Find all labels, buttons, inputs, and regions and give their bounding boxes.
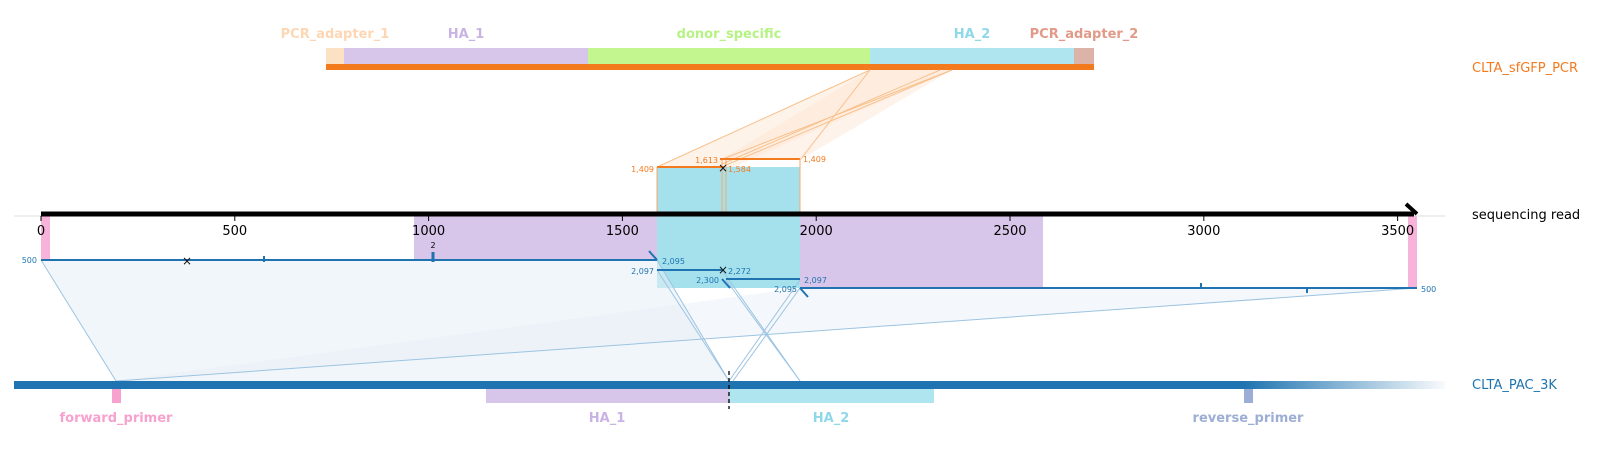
feature-label-reverse-primer: reverse_primer (1193, 411, 1305, 426)
feature-label-pcr-adapter-1: PCR_adapter_1 (281, 27, 390, 42)
bottom-target-fade (1244, 381, 1445, 389)
top-cross-mark: × (718, 161, 728, 175)
label-top-mid-2: 1,584 (728, 165, 751, 174)
axis-tick-label: 1500 (606, 224, 639, 239)
label-top-mid-1: 1,613 (695, 156, 718, 165)
read-name: sequencing read (1472, 208, 1580, 223)
feature-block-ha-2-bottom (729, 389, 934, 403)
feature-label-donor-specific: donor_specific (677, 27, 782, 42)
bottom-target: forward_primer HA_1 HA_2 reverse_primer … (14, 371, 1557, 426)
read-alignments: 2 × × 500 2,095 2,097 2,272 2,300 2,097 … (22, 241, 1436, 298)
label-b-right: 2,272 (728, 267, 751, 276)
axis-tick-label: 0 (37, 224, 45, 239)
feature-block-donor-specific (588, 48, 870, 65)
label-c-left: 2,300 (696, 276, 719, 285)
feature-label-forward-primer: forward_primer (60, 411, 174, 426)
reverse-primer-read-region (1408, 216, 1417, 288)
ha-1-read-region (414, 216, 657, 260)
top-target-name: CLTA_sfGFP_PCR (1472, 61, 1578, 76)
read-arrow (1404, 202, 1419, 216)
feature-block-reverse-primer (1244, 389, 1253, 403)
bottom-target-line (14, 381, 1244, 389)
label-a-end: 2,095 (662, 257, 685, 266)
axis-tick-label: 3500 (1381, 224, 1414, 239)
mismatch-mark-a: × (182, 254, 192, 268)
axis-tick-label: 2000 (800, 224, 833, 239)
feature-label-ha-2-top: HA_2 (954, 27, 991, 42)
label-d-end: 500 (1421, 285, 1436, 294)
label-top-left: 1,409 (631, 165, 654, 174)
top-target: PCR_adapter_1 HA_1 donor_specific HA_2 P… (281, 27, 1578, 76)
axis-tick-label: 1000 (412, 224, 445, 239)
label-d-left: 2,095 (774, 285, 797, 294)
label-b-left: 2,097 (631, 267, 654, 276)
feature-label-ha-1-bottom: HA_1 (589, 411, 626, 426)
feature-block-ha-1-bottom (486, 389, 729, 403)
feature-block-pcr-adapter-2 (1074, 48, 1094, 65)
feature-block-ha-1-top (344, 48, 588, 65)
sequencing-read-axis: 0 500 1000 1500 2000 2500 3000 3500 sequencing … (14, 202, 1580, 239)
feature-block-forward-primer (112, 389, 121, 403)
bottom-connections (40, 259, 1418, 382)
label-c-right: 2,097 (804, 276, 827, 285)
bottom-target-name: CLTA_PAC_3K (1472, 378, 1557, 393)
label-a-start: 500 (22, 256, 37, 265)
mismatch-mark-b: × (718, 263, 728, 277)
feature-label-ha-2-bottom: HA_2 (813, 411, 850, 426)
feature-label-ha-1-top: HA_1 (448, 27, 485, 42)
axis-tick-label: 3000 (1187, 224, 1220, 239)
top-alignments: × 1,409 1,613 1,584 1,409 (631, 155, 826, 216)
ha-1-read-region-right (800, 216, 1043, 288)
top-target-line (326, 64, 1094, 70)
feature-block-pcr-adapter-1 (326, 48, 344, 65)
feature-label-pcr-adapter-2: PCR_adapter_2 (1030, 27, 1139, 42)
top-connections (656, 69, 953, 168)
label-top-right: 1,409 (803, 155, 826, 164)
axis-tick-label: 500 (222, 224, 247, 239)
forward-primer-read-region (41, 216, 50, 260)
axis-tick-label: 2500 (993, 224, 1026, 239)
small-mark-label: 2 (430, 241, 435, 250)
feature-block-ha-2-top (870, 48, 1074, 65)
